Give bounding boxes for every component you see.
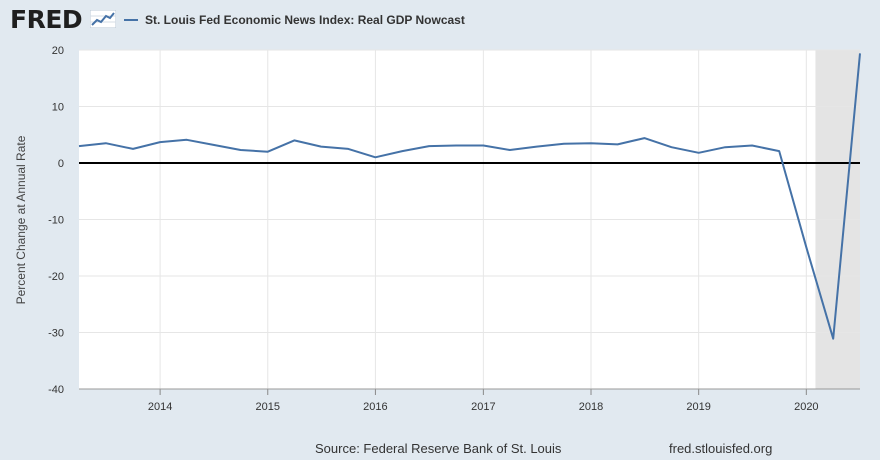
data-point: [453, 142, 459, 148]
y-tick-label: -10: [48, 215, 64, 227]
series-layer: [78, 53, 861, 340]
chart-header: FRED St. Louis Fed Economic News Index: …: [0, 0, 880, 40]
data-point: [103, 140, 109, 146]
data-point: [372, 154, 378, 160]
data-point: [265, 149, 271, 155]
data-point: [399, 148, 405, 154]
x-tick-label: 2018: [579, 401, 603, 413]
data-point: [238, 147, 244, 153]
data-point: [318, 144, 324, 150]
data-point: [157, 139, 163, 145]
data-point: [588, 140, 594, 146]
x-tick-label: 2019: [686, 401, 710, 413]
data-point: [722, 144, 728, 150]
data-point: [641, 135, 647, 141]
x-tick-label: 2014: [148, 401, 172, 413]
x-tick-label: 2015: [256, 401, 280, 413]
data-point: [426, 143, 432, 149]
y-tick-label: 10: [52, 102, 64, 114]
data-point: [480, 142, 486, 148]
series-line-0: [78, 53, 861, 340]
data-point: [534, 144, 540, 150]
fred-logo[interactable]: FRED: [10, 5, 83, 34]
y-axis: 20 10 0 -10 -20 -30 -40: [48, 45, 64, 396]
data-point: [615, 141, 621, 147]
chart-legend[interactable]: St. Louis Fed Economic News Index: Real …: [124, 11, 465, 29]
x-tick-label: 2016: [363, 401, 387, 413]
source-url-link[interactable]: fred.stlouisfed.org: [669, 441, 773, 456]
data-point: [776, 148, 782, 154]
x-axis: 2014 2015 2016 2017 2018 2019 2020: [79, 388, 860, 413]
source-credit: Source: Federal Reserve Bank of St. Loui…: [315, 441, 562, 456]
legend-swatch: [124, 19, 138, 21]
data-point: [669, 144, 675, 150]
y-tick-label: -30: [48, 328, 64, 340]
data-point: [749, 142, 755, 148]
x-tick-label: 2020: [794, 401, 818, 413]
data-point: [507, 147, 513, 153]
data-point: [803, 244, 809, 250]
y-axis-label: Percent Change at Annual Rate: [14, 135, 28, 304]
data-point: [130, 146, 136, 152]
y-tick-label: -40: [48, 384, 64, 396]
data-point: [561, 141, 567, 147]
x-tick-label: 2017: [471, 401, 495, 413]
legend-label: St. Louis Fed Economic News Index: Real …: [145, 13, 465, 27]
data-point: [345, 146, 351, 152]
y-tick-label: 20: [52, 45, 64, 57]
y-tick-label: 0: [58, 158, 64, 170]
data-point: [210, 142, 216, 148]
data-point: [76, 143, 82, 149]
data-point: [857, 50, 863, 56]
data-point: [830, 336, 836, 342]
line-graph-icon: [90, 10, 116, 28]
data-point: [184, 137, 190, 143]
y-tick-label: -20: [48, 271, 64, 283]
data-point: [696, 150, 702, 156]
line-chart[interactable]: Percent Change at Annual Rate 20 10 0 -10 -2…: [0, 0, 880, 440]
data-point: [291, 137, 297, 143]
